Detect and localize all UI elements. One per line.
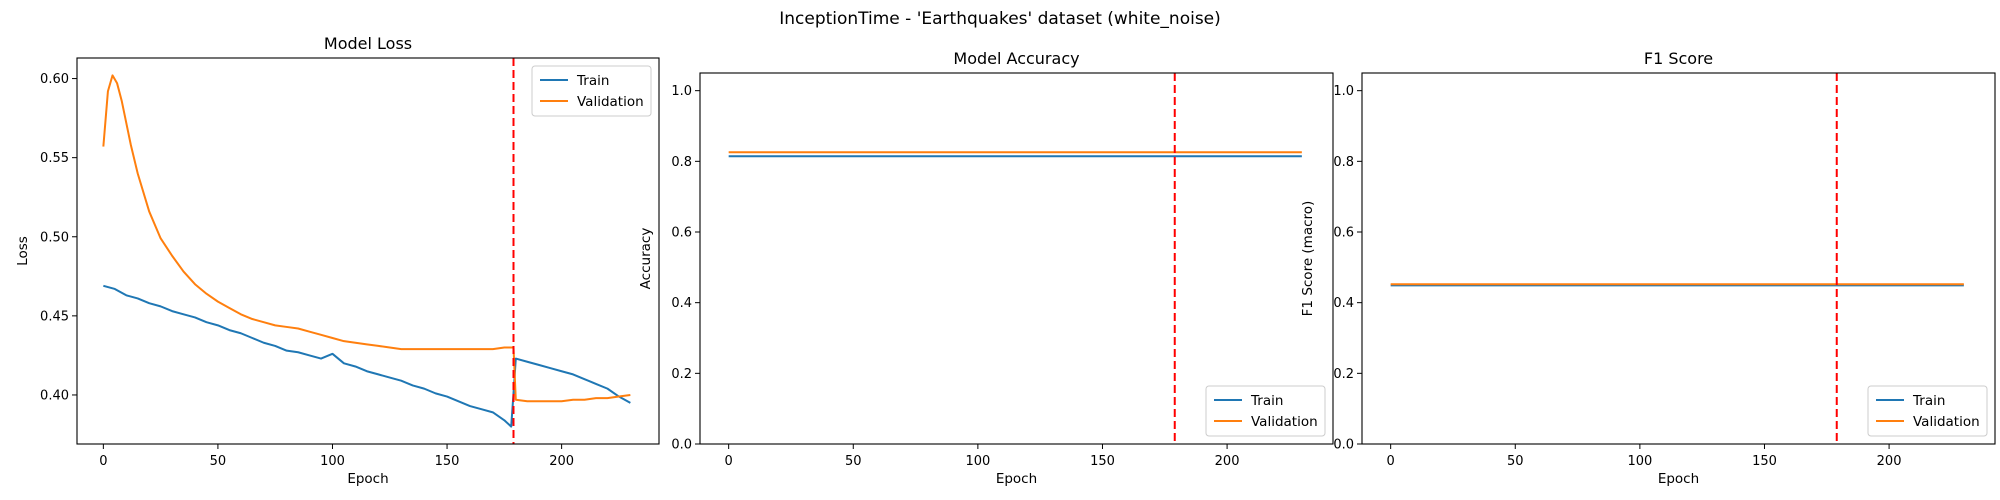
f1-ytick-label: 0.4 <box>1333 296 1354 311</box>
f1-xtick-label: 100 <box>1627 454 1652 469</box>
accuracy-legend: Train Validation <box>1205 385 1326 437</box>
accuracy-panel: 0 50 100 150 200 0.0 0.2 0.4 0.6 0.8 1.0 Model Accu… <box>638 49 1334 487</box>
accuracy-plot-area <box>728 151 1302 158</box>
f1-plot-area <box>1390 283 1964 287</box>
figure-suptitle: InceptionTime - 'Earthquakes' dataset (w… <box>779 9 1221 29</box>
loss-series-validation-line <box>102 74 631 403</box>
accuracy-xlabel: Epoch <box>996 471 1037 487</box>
accuracy-title: Model Accuracy <box>953 49 1079 68</box>
accuracy-xtick-label: 200 <box>1215 454 1240 469</box>
f1-xtick-label: 150 <box>1752 454 1777 469</box>
loss-ytick-label: 0.60 <box>40 72 69 87</box>
f1-legend-box <box>1867 385 1988 437</box>
loss-ytick-label: 0.40 <box>40 388 69 403</box>
accuracy-ylabel: Accuracy <box>638 228 654 290</box>
accuracy-ytick-label: 1.0 <box>671 84 692 99</box>
f1-ytick-label: 0.6 <box>1333 226 1354 241</box>
accuracy-legend-label-train: Train <box>1250 393 1283 409</box>
loss-xtick-label: 50 <box>210 454 227 469</box>
loss-xtick-label: 0 <box>99 454 107 469</box>
f1-title: F1 Score <box>1644 49 1713 68</box>
f1-legend-label-train: Train <box>1912 393 1945 409</box>
accuracy-ytick-label: 0.6 <box>671 226 692 241</box>
accuracy-legend-label-validation: Validation <box>1251 414 1318 430</box>
f1-axes-frame <box>1361 72 1996 445</box>
accuracy-ytick-label: 0.4 <box>671 296 692 311</box>
f1-xtick-label: 50 <box>1507 454 1524 469</box>
loss-legend-label-train: Train <box>576 73 609 89</box>
accuracy-ytick-label: 0.8 <box>671 155 692 170</box>
loss-xtick-label: 200 <box>549 454 574 469</box>
f1-xtick-label: 200 <box>1877 454 1902 469</box>
accuracy-xtick-label: 0 <box>725 454 733 469</box>
loss-xtick-label: 150 <box>435 454 460 469</box>
loss-ytick-label: 0.55 <box>40 151 69 166</box>
loss-legend-label-validation: Validation <box>577 94 644 110</box>
accuracy-xtick-label: 150 <box>1090 454 1115 469</box>
f1-ylabel: F1 Score (macro) <box>1300 201 1316 317</box>
loss-axes-frame <box>76 57 660 445</box>
accuracy-axes-frame <box>699 72 1334 445</box>
loss-panel: 0 50 100 150 200 0.40 0.45 0.50 0.55 0.60 Model Lo… <box>15 34 660 487</box>
loss-ytick-label: 0.45 <box>40 309 69 324</box>
f1-ytick-label: 1.0 <box>1333 84 1354 99</box>
f1-legend: Train Validation <box>1867 385 1988 437</box>
loss-ylabel: Loss <box>15 236 31 266</box>
loss-title: Model Loss <box>324 34 412 53</box>
f1-ytick-label: 0.0 <box>1333 438 1354 453</box>
accuracy-ytick-label: 0.0 <box>671 438 692 453</box>
f1-legend-label-validation: Validation <box>1913 414 1980 430</box>
f1-xtick-label: 0 <box>1387 454 1395 469</box>
accuracy-xtick-label: 100 <box>965 454 990 469</box>
loss-xlabel: Epoch <box>347 471 388 487</box>
accuracy-xtick-label: 50 <box>845 454 862 469</box>
f1-ytick-label: 0.2 <box>1333 367 1354 382</box>
f1-ytick-label: 0.8 <box>1333 155 1354 170</box>
loss-legend-box <box>531 65 652 117</box>
loss-plot-area <box>102 74 631 428</box>
accuracy-legend-box <box>1205 385 1326 437</box>
loss-ytick-label: 0.50 <box>40 230 69 245</box>
loss-series-train-line <box>103 284 631 428</box>
loss-legend: Train Validation <box>531 65 652 117</box>
accuracy-ytick-label: 0.2 <box>671 367 692 382</box>
loss-xtick-label: 100 <box>320 454 345 469</box>
f1-panel: 0 50 100 150 200 0.0 0.2 0.4 0.6 0.8 1.0 F1 Score Ep… <box>1300 49 1996 487</box>
f1-xlabel: Epoch <box>1658 471 1699 487</box>
